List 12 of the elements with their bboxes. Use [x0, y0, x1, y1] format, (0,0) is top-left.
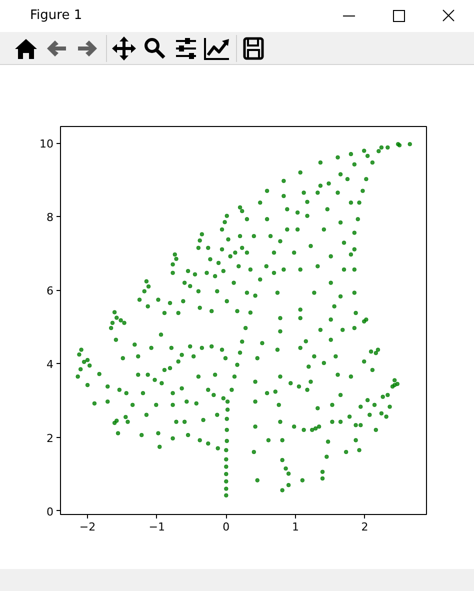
y-tick-label: 2 — [46, 432, 54, 445]
x-tick-label: 2 — [361, 520, 368, 534]
y-tick-label: 4 — [46, 358, 54, 372]
y-tick-label: 0 — [46, 505, 54, 518]
y-tick-label: 8 — [46, 211, 54, 224]
x-tick-label: −2 — [79, 520, 96, 534]
x-tick-label: −1 — [148, 520, 165, 534]
y-tick-label: 6 — [46, 284, 54, 298]
chart-title: Figure 1 — [30, 7, 82, 25]
x-tick-label: 1 — [292, 520, 299, 534]
x-tick-label: 0 — [222, 520, 230, 534]
y-tick-label: 10 — [40, 138, 54, 151]
